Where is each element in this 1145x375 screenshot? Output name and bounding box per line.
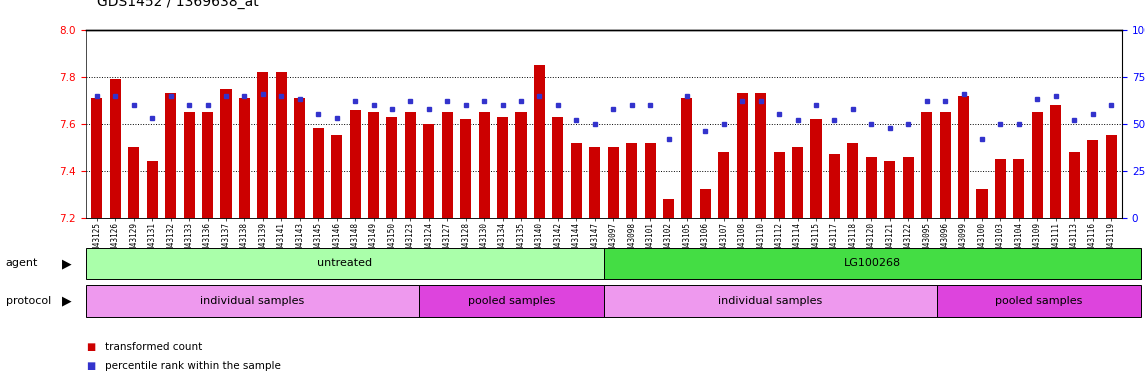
Bar [534,65,545,218]
Bar [349,110,361,218]
Text: pooled samples: pooled samples [995,296,1082,306]
Bar [756,93,766,218]
Bar [460,119,472,218]
Bar [386,117,397,218]
Bar [147,161,158,218]
Bar [313,128,324,217]
Text: individual samples: individual samples [200,296,305,306]
Bar [479,112,490,218]
Bar [847,142,859,218]
Bar [645,142,656,218]
Bar [221,88,231,218]
Bar [811,119,822,218]
Text: GDS1452 / 1369638_at: GDS1452 / 1369638_at [97,0,259,9]
Bar [442,112,452,218]
Bar [202,112,213,218]
Bar [995,159,1006,218]
Bar [866,157,877,218]
Bar [1106,135,1116,218]
Bar [829,154,840,218]
Bar [552,117,563,218]
Bar [736,93,748,218]
Bar [977,189,987,217]
Bar [1013,159,1025,218]
Bar [405,112,416,218]
Text: protocol: protocol [6,296,52,306]
Bar [663,199,674,217]
Bar [921,112,932,218]
Text: pooled samples: pooled samples [468,296,555,306]
Bar [902,157,914,218]
Bar [515,112,527,218]
Bar [700,189,711,217]
Bar [681,98,693,218]
Bar [258,72,268,217]
Text: ▶: ▶ [62,257,71,270]
Bar [276,72,287,217]
Bar [1050,105,1061,218]
Bar [128,147,140,218]
Bar [110,79,121,218]
Bar [884,161,895,218]
Bar [1087,140,1098,218]
Bar [1068,152,1080,217]
Bar [239,98,250,218]
Text: individual samples: individual samples [718,296,822,306]
Bar [718,152,729,217]
Text: LG100268: LG100268 [844,258,901,268]
Bar [774,152,784,217]
Bar [792,147,803,218]
Text: ■: ■ [86,361,95,370]
Bar [497,117,508,218]
Text: agent: agent [6,258,38,268]
Bar [368,112,379,218]
Text: untreated: untreated [317,258,372,268]
Bar [940,112,950,218]
Bar [958,96,969,218]
Bar [1032,112,1043,218]
Bar [92,98,102,218]
Bar [294,98,306,218]
Text: transformed count: transformed count [105,342,203,352]
Text: percentile rank within the sample: percentile rank within the sample [105,361,282,370]
Bar [571,142,582,218]
Bar [608,147,618,218]
Bar [590,147,600,218]
Bar [331,135,342,218]
Bar [626,142,637,218]
Bar [424,124,434,218]
Text: ▶: ▶ [62,294,71,307]
Bar [183,112,195,218]
Bar [165,93,176,218]
Text: ■: ■ [86,342,95,352]
